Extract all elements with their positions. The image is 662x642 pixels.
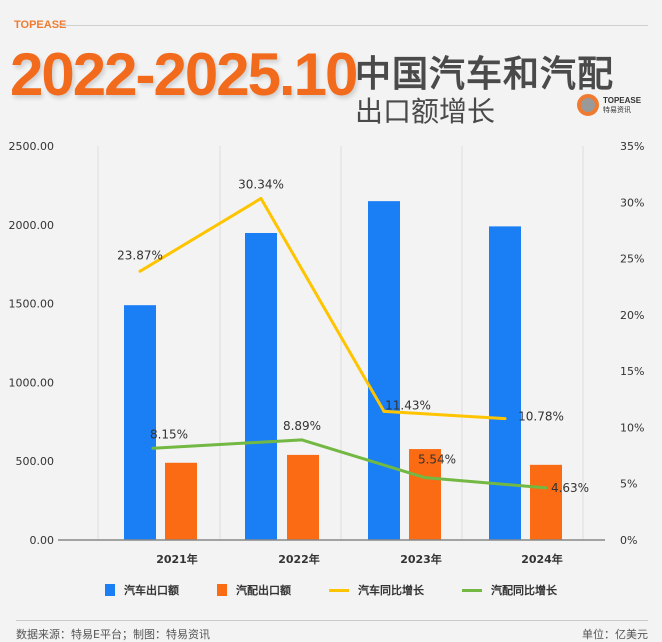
x-tick: 2023年 (400, 552, 442, 566)
y-left-tick: 500.00 (16, 455, 55, 468)
y-right-tick: 5% (620, 478, 637, 491)
parts-growth-label: 8.89% (283, 419, 321, 433)
car-growth-label: 30.34% (238, 177, 284, 191)
title-main: 中国汽车和汽配 (355, 54, 615, 95)
parts-growth-point (300, 438, 304, 442)
logo-cn: 特易资讯 (603, 105, 631, 114)
unit-note: 单位：亿美元 (582, 628, 648, 641)
logo-icon (577, 94, 599, 116)
y-left-tick: 2000.00 (9, 219, 55, 232)
y-right-tick: 25% (620, 253, 644, 266)
bar-car-export (489, 226, 521, 540)
y-right-tick: 20% (620, 309, 644, 322)
divider (60, 25, 648, 26)
car-growth-point (382, 409, 386, 413)
y-right-tick: 30% (620, 196, 644, 209)
brand-label: TOPEASE (14, 19, 67, 31)
car-growth-label: 23.87% (117, 248, 163, 262)
car-growth-label: 11.43% (385, 398, 431, 412)
parts-growth-label: 4.63% (551, 481, 589, 495)
bar-parts-export (409, 449, 441, 540)
logo-en: TOPEASE (603, 95, 642, 105)
car-growth-point (259, 196, 263, 200)
parts-growth-point (423, 476, 427, 480)
y-left-tick: 1500.00 (9, 298, 55, 311)
legend-item-car-growth: 汽车同比增长 (329, 582, 424, 598)
parts-growth-line (152, 438, 547, 490)
car-growth-point (503, 417, 507, 421)
y-right-tick: 10% (620, 421, 644, 434)
car-growth-label: 10.78% (518, 410, 564, 424)
x-tick: 2021年 (156, 552, 198, 566)
bar-parts-export (530, 464, 562, 540)
car-growth-point (138, 269, 142, 273)
source-note: 数据来源：特易E平台；制图：特易资讯 (16, 628, 210, 641)
y-left-tick: 2500.00 (9, 140, 55, 153)
legend-item-parts-export: 汽配出口额 (217, 582, 291, 598)
divider (16, 620, 648, 621)
bar-parts-export (287, 454, 319, 540)
x-tick: 2022年 (278, 552, 320, 566)
y-right-tick: 15% (620, 365, 644, 378)
x-tick: 2024年 (521, 552, 563, 566)
y-left-tick: 1000.00 (9, 376, 55, 389)
bar-car-export (368, 201, 400, 540)
parts-growth-label: 5.54% (418, 453, 456, 467)
title-sub: 出口额增长 (355, 95, 496, 128)
y-left-tick: 0.00 (30, 534, 55, 547)
bar-car-export (245, 232, 277, 541)
legend: 汽车出口额 汽配出口额 汽车同比增长 汽配同比增长 (105, 582, 595, 598)
title-date-range: 2022-2025.10 (10, 41, 358, 108)
y-right-tick: 0% (620, 534, 637, 547)
legend-item-car-export: 汽车出口额 (105, 582, 179, 598)
parts-growth-label: 8.15% (150, 427, 188, 441)
parts-growth-point (151, 446, 155, 450)
bar-car-export (124, 305, 156, 540)
parts-growth-point (544, 486, 548, 490)
legend-item-parts-growth: 汽配同比增长 (462, 582, 557, 598)
car-growth-line (139, 196, 506, 421)
bar-parts-export (165, 462, 197, 540)
y-right-tick: 35% (620, 140, 644, 153)
logo: TOPEASE 特易资讯 (577, 94, 641, 116)
